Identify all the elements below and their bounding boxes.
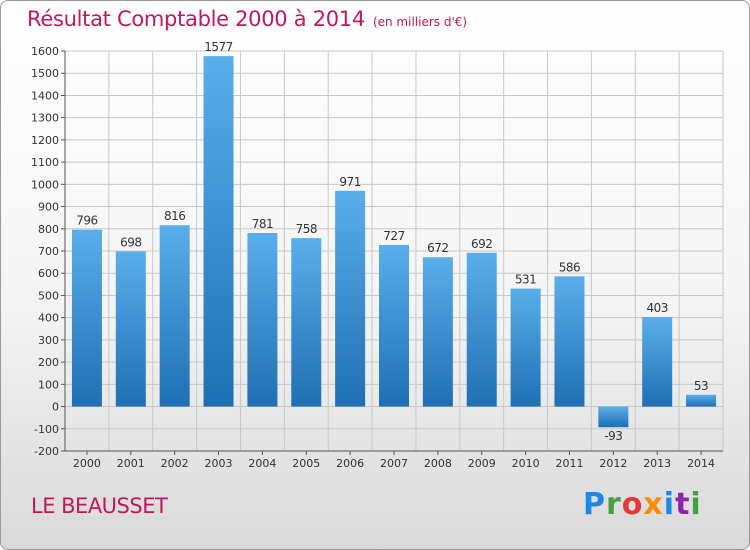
bar-2000 <box>71 229 102 407</box>
data-label-2011: 586 <box>559 260 580 274</box>
data-label-2013: 403 <box>646 301 667 315</box>
data-label-2006: 971 <box>339 175 360 189</box>
y-tick-label: 1600 <box>31 45 59 58</box>
y-tick-label: 300 <box>38 334 59 347</box>
x-tick-label: 2003 <box>205 457 233 470</box>
x-tick-label: 2004 <box>248 457 276 470</box>
logo-letter: i <box>690 487 702 522</box>
bar-2005 <box>291 238 322 407</box>
logo-letter: r <box>606 487 622 522</box>
data-label-2009: 692 <box>471 237 492 251</box>
y-tick-label: 0 <box>52 401 59 414</box>
y-tick-label: 200 <box>38 356 59 369</box>
y-tick-label: -200 <box>34 445 59 458</box>
x-tick-label: 2010 <box>512 457 540 470</box>
x-tick-label: 2007 <box>380 457 408 470</box>
data-label-2012: -93 <box>604 429 622 443</box>
y-tick-label: 1000 <box>31 178 59 191</box>
title-block: Résultat Comptable 2000 à 2014 (en millie… <box>27 7 467 31</box>
chart-title: Résultat Comptable 2000 à 2014 <box>27 7 365 31</box>
x-tick-label: 2000 <box>73 457 101 470</box>
y-tick-label: 1400 <box>31 89 59 102</box>
bar-2004 <box>247 233 278 407</box>
y-tick-label: 1100 <box>31 156 59 169</box>
bars <box>71 56 717 428</box>
data-label-2007: 727 <box>383 229 404 243</box>
logo-letter: t <box>675 487 691 522</box>
bar-2010 <box>510 288 541 407</box>
x-tick-label: 2012 <box>599 457 627 470</box>
bar-2007 <box>379 245 409 407</box>
y-tick-label: 900 <box>38 201 59 214</box>
x-tick-label: 2006 <box>336 457 364 470</box>
y-tick-label: 1300 <box>31 112 59 125</box>
bar-2014 <box>686 394 717 407</box>
data-labels: 796 698 816 1577 781 758 971 727 672 692 531 586 -93… <box>76 40 708 443</box>
commune-name: LE BEAUSSET <box>31 494 168 518</box>
bar-2013 <box>642 317 673 407</box>
logo-letter: x <box>643 487 664 522</box>
y-tick-label: 500 <box>38 289 59 302</box>
x-tick-label: 2002 <box>161 457 189 470</box>
data-label-2005: 758 <box>296 222 317 236</box>
x-tick-label: 2005 <box>292 457 320 470</box>
logo-letter: i <box>663 487 676 522</box>
logo-letter: o <box>621 487 644 522</box>
data-label-2003: 1577 <box>204 40 233 54</box>
y-tick-label: 800 <box>38 223 59 236</box>
bar-2001 <box>115 251 146 407</box>
bar-2012 <box>598 406 629 428</box>
bar-2003 <box>203 56 234 407</box>
data-label-2000: 796 <box>76 214 97 228</box>
y-tick-label: 600 <box>38 267 59 280</box>
y-tick-label: 700 <box>38 245 59 258</box>
logo-letter: P <box>583 487 606 522</box>
x-tick-label: 2009 <box>468 457 496 470</box>
data-label-2014: 53 <box>694 379 708 393</box>
y-tick-label: 400 <box>38 312 59 325</box>
bar-2009 <box>466 252 497 407</box>
chart-subtitle: (en milliers d'€) <box>372 15 468 29</box>
axes: -200 -100 0 100 200 300 400 500 600 700 800 900 1000… <box>31 45 723 470</box>
data-label-2004: 781 <box>252 217 273 231</box>
data-label-2002: 816 <box>164 209 185 223</box>
bar-2002 <box>159 225 190 407</box>
bar-2006 <box>335 190 366 407</box>
x-tick-label: 2013 <box>643 457 671 470</box>
y-tick-label: 1200 <box>31 134 59 147</box>
y-tick-label: -100 <box>34 423 59 436</box>
data-label-2010: 531 <box>515 273 536 287</box>
bar-2008 <box>422 257 453 407</box>
y-tick-label: 100 <box>38 378 59 391</box>
x-tick-label: 2011 <box>555 457 583 470</box>
y-tick-label: 1500 <box>31 67 59 80</box>
x-tick-label: 2008 <box>424 457 452 470</box>
bar-2011 <box>554 276 585 407</box>
data-label-2008: 672 <box>427 241 448 255</box>
proxiti-logo[interactable]: Proxiti <box>583 487 702 522</box>
data-label-2001: 698 <box>120 235 141 249</box>
x-tick-label: 2014 <box>687 457 715 470</box>
x-tick-label: 2001 <box>117 457 145 470</box>
